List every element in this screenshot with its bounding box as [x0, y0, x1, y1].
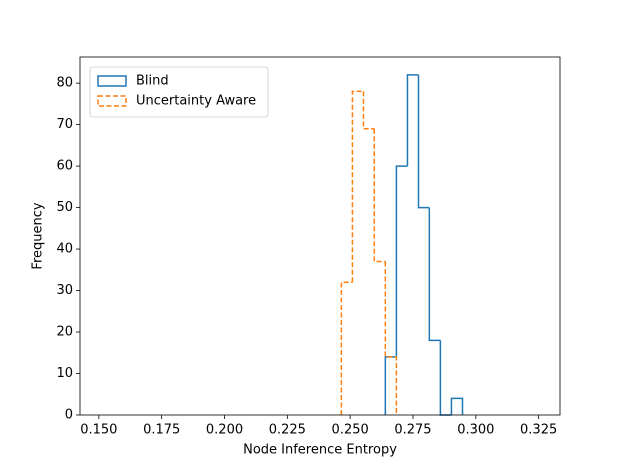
x-tick-label: 0.200: [206, 423, 243, 438]
histogram-step: [340, 281, 353, 415]
histogram-step: [362, 91, 375, 130]
y-tick-label: 30: [56, 283, 73, 298]
plot-frame: [79, 56, 561, 416]
y-tick-label: 60: [56, 159, 73, 174]
histogram-step: [417, 74, 430, 209]
legend-label: Blind: [136, 74, 169, 89]
histogram-step: [373, 128, 386, 263]
histogram-step: [395, 165, 408, 357]
x-tick-label: 0.175: [143, 423, 180, 438]
x-tick-label: 0.325: [520, 423, 557, 438]
legend-swatch: [97, 75, 127, 87]
y-tick-label: 0: [65, 408, 73, 423]
y-tick-label: 40: [56, 242, 73, 257]
legend-label: Uncertainty Aware: [136, 94, 256, 109]
y-tick-label: 70: [56, 117, 73, 132]
histogram-step: [384, 356, 397, 415]
x-tick-label: 0.225: [269, 423, 306, 438]
y-tick-label: 10: [56, 366, 73, 381]
histogram-step: [384, 261, 398, 415]
x-tick-label: 0.150: [80, 423, 117, 438]
x-tick-label: 0.275: [394, 423, 431, 438]
x-tick-label: 0.250: [332, 423, 369, 438]
legend: Blind Uncertainty Aware: [89, 66, 269, 118]
y-axis-label: Frequency: [31, 202, 46, 269]
legend-swatch: [97, 95, 127, 107]
y-tick-label: 50: [56, 200, 73, 215]
x-axis-label: Node Inference Entropy: [243, 443, 397, 458]
legend-box: [89, 66, 269, 118]
histogram-step: [439, 340, 452, 416]
y-tick-label: 80: [56, 76, 73, 91]
histogram-step: [406, 74, 419, 167]
histogram-step: [351, 90, 364, 283]
histogram-step: [450, 397, 464, 415]
x-tick-label: 0.300: [457, 423, 494, 438]
histogram-step: [428, 207, 441, 342]
y-tick-label: 20: [56, 325, 73, 340]
